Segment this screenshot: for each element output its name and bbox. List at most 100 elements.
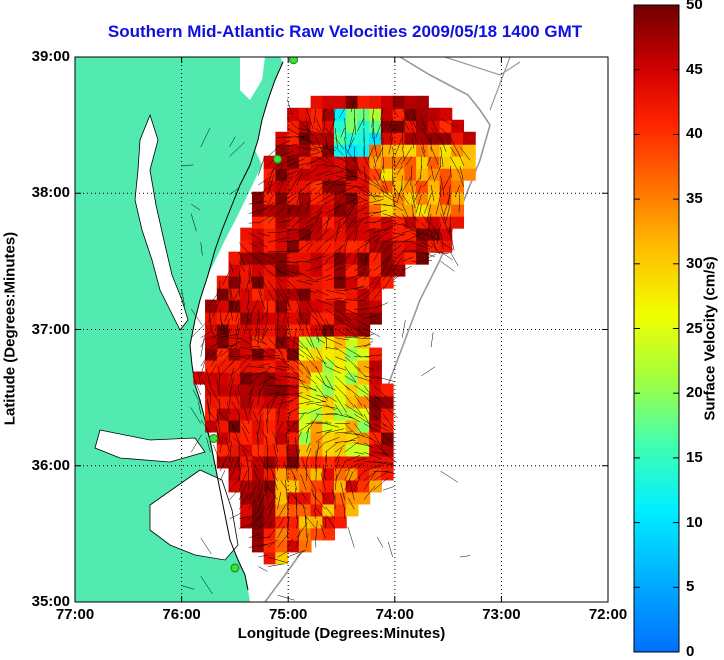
velocity-cell [287,312,300,325]
x-tick-label: 72:00 [578,606,638,623]
velocity-cell [322,96,335,109]
velocity-cell [229,264,242,277]
velocity-cell [299,276,312,289]
velocity-cell [404,204,417,217]
velocity-cell [357,312,370,325]
velocity-cell [299,324,312,337]
velocity-cell [287,156,300,169]
velocity-cell [299,264,312,277]
velocity-cell [311,288,324,301]
velocity-cell [264,491,277,504]
velocity-cell [287,300,300,313]
velocity-cell [275,527,288,540]
y-axis-label: Latitude (Degrees:Minutes) [2,199,19,459]
velocity-cell [311,228,324,241]
velocity-cell [451,216,464,229]
velocity-cell [369,288,382,301]
velocity-cell [299,300,312,313]
velocity-cell [428,132,441,145]
velocity-cell [381,396,394,409]
velocity-cell [381,96,394,109]
velocity-cell [428,168,441,181]
velocity-cell [346,455,359,468]
velocity-cell [275,264,288,277]
velocity-cell [311,96,324,109]
velocity-cell [311,180,324,193]
velocity-cell [357,324,370,337]
velocity-cell [357,443,370,456]
velocity-cell [205,300,218,313]
velocity-cell [287,432,300,445]
velocity-cell [334,252,347,265]
velocity-cell [311,108,324,121]
velocity-cell [287,120,300,133]
velocity-cell [369,96,382,109]
velocity-cell [346,108,359,121]
velocity-cell [275,539,288,552]
velocity-cell [322,384,335,397]
velocity-cell [369,420,382,433]
velocity-cell [322,372,335,385]
velocity-cell [217,372,230,385]
velocity-cell [287,479,300,492]
velocity-cell [346,96,359,109]
velocity-cell [311,479,324,492]
velocity-cell [275,491,288,504]
velocity-cell [264,192,277,205]
velocity-cell [322,360,335,373]
velocity-cell [264,479,277,492]
velocity-cell [322,156,335,169]
velocity-cell [275,348,288,361]
colorbar-tick-label: 35 [686,190,703,207]
velocity-cell [275,204,288,217]
velocity-cell [205,408,218,421]
velocity-cell [264,420,277,433]
velocity-cell [287,324,300,337]
velocity-cell [357,228,370,241]
velocity-cell [217,300,230,313]
velocity-cell [299,252,312,265]
velocity-cell [322,144,335,157]
velocity-cell [240,408,253,421]
velocity-cell [357,252,370,265]
velocity-cell [381,408,394,421]
radar-station-marker [231,564,239,572]
velocity-cell [428,108,441,121]
radar-station-marker [274,155,282,163]
velocity-cell [311,420,324,433]
velocity-cell [381,455,394,468]
velocity-cell [311,312,324,325]
velocity-cell [322,168,335,181]
velocity-cell [357,204,370,217]
velocity-cell [369,312,382,325]
velocity-cell [346,300,359,313]
velocity-cell [275,180,288,193]
velocity-cell [240,503,253,516]
velocity-cell [404,132,417,145]
velocity-cell [229,312,242,325]
velocity-cell [334,264,347,277]
velocity-cell [416,108,429,121]
velocity-cell [322,264,335,277]
velocity-cell [381,432,394,445]
colorbar-tick-label: 50 [686,0,703,13]
velocity-cell [451,120,464,133]
velocity-cell [299,360,312,373]
velocity-cell [299,467,312,480]
velocity-cell [229,252,242,265]
velocity-cell [381,168,394,181]
colorbar-label: Surface Velocity (cm/s) [702,214,719,464]
velocity-cell [264,515,277,528]
velocity-cell [311,336,324,349]
velocity-cell [346,252,359,265]
velocity-cell [217,276,230,289]
velocity-cell [440,240,453,253]
velocity-cell [264,336,277,349]
velocity-cell [287,503,300,516]
velocity-cell [275,408,288,421]
velocity-cell [334,144,347,157]
velocity-cell [299,408,312,421]
velocity-cell [416,120,429,133]
velocity-cell [404,144,417,157]
y-tick-label: 36:00 [2,457,70,474]
